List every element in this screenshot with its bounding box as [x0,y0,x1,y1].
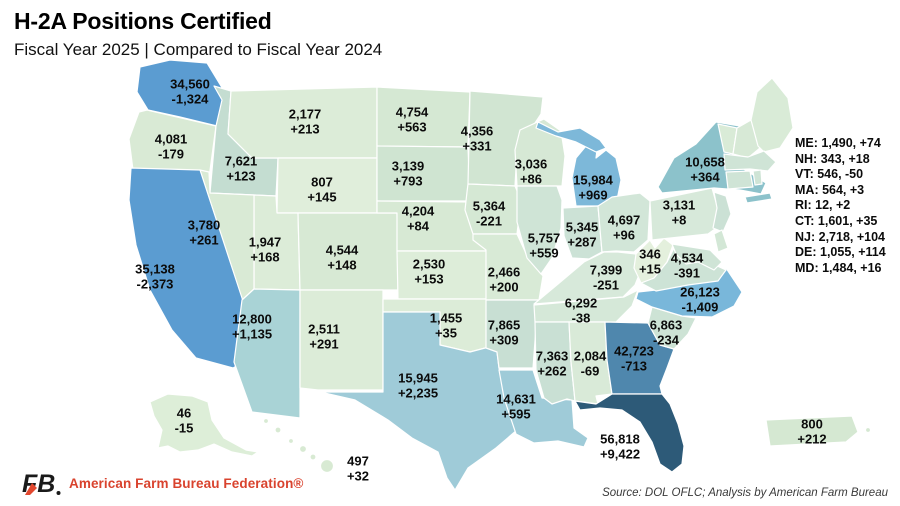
page-title: H-2A Positions Certified [14,8,272,34]
state-shape-in[interactable] [562,205,603,260]
state-shape-ct[interactable] [725,170,754,190]
state-shape-ny-long-island[interactable] [744,192,773,204]
state-shape-nd[interactable] [376,86,471,148]
page-subtitle: Fiscal Year 2025 | Compared to Fiscal Ye… [14,40,383,59]
ne-list-item-nh: NH: 343, +18 [795,151,870,166]
ne-list-item-ma: MA: 564, +3 [795,182,865,197]
state-shape-fl[interactable] [574,393,685,473]
state-shape-ia[interactable] [464,183,522,235]
state-shape-nj[interactable] [712,191,732,233]
header: H-2A Positions Certified Fiscal Year 202… [14,8,382,60]
state-shape-ks[interactable] [396,250,489,300]
ne-list-item-md: MD: 1,484, +16 [795,260,882,275]
state-shape-mi-up[interactable] [535,121,607,153]
source-attribution: Source: DOL OFLC; Analysis by American F… [602,487,888,499]
state-shape-co[interactable] [297,212,399,291]
state-shape-ak[interactable] [149,393,259,457]
ne-list-item-ri: RI: 12, +2 [795,198,851,213]
state-shape-ri[interactable] [752,169,763,186]
logo-period-dot [56,491,61,495]
state-shape-sd[interactable] [376,145,471,202]
state-shape-pa[interactable] [649,187,723,241]
ne-list-item-de: DE: 1,055, +114 [795,245,886,260]
state-shape-tx[interactable] [319,311,518,491]
ne-list-item-vt: VT: 546, -50 [795,167,864,182]
afbf-logo-text: American Farm Bureau Federation® [69,476,304,491]
northeast-states-list: ME: 1,490, +74 NH: 343, +18 VT: 546, -50 MA… [795,136,886,276]
state-shape-mt[interactable] [227,86,378,159]
state-shape-wv[interactable] [633,237,674,284]
ne-list-item-ct: CT: 1,601, +35 [795,213,878,228]
state-shape-ms[interactable] [534,321,576,405]
state-shape-la[interactable] [498,369,589,448]
state-shape-md[interactable] [671,243,723,271]
afbf-logo-icon: FB [22,470,61,497]
state-shape-az[interactable] [233,288,301,419]
ne-list-item-nj: NJ: 2,718, +104 [795,229,885,244]
state-shape-ma[interactable] [723,150,777,172]
state-shape-nm[interactable] [299,289,384,391]
state-shape-hi[interactable] [262,417,335,474]
state-shape-il[interactable] [516,185,563,275]
state-shape-pr[interactable] [765,415,872,447]
ne-list-item-me: ME: 1,490, +74 [795,136,881,150]
state-shape-de[interactable] [713,229,729,253]
state-shape-oh[interactable] [597,192,651,253]
state-shape-me[interactable] [750,77,794,153]
state-shape-ca[interactable] [128,167,249,369]
logo-red-stripe [25,483,37,495]
afbf-logo: FB American Farm Bureau Federation® [22,470,303,497]
state-shape-ky[interactable] [533,251,642,305]
state-shape-wy[interactable] [276,157,378,214]
